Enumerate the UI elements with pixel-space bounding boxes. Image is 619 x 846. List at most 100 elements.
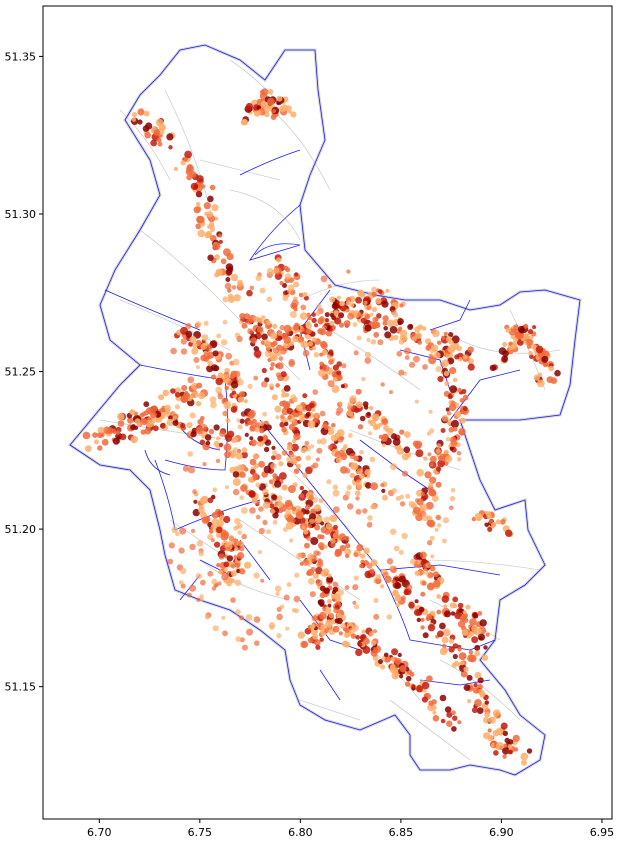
incident-point: [214, 541, 221, 548]
incident-point: [437, 630, 444, 638]
district-border: [399, 349, 451, 391]
incident-point: [409, 361, 416, 368]
incident-point: [452, 653, 458, 660]
incident-point: [275, 372, 282, 378]
incident-point: [455, 411, 462, 418]
incident-point: [325, 330, 333, 337]
incident-point: [205, 344, 213, 352]
incident-point: [145, 122, 153, 130]
incident-point: [406, 584, 413, 591]
incident-point: [127, 417, 134, 424]
incident-point: [450, 439, 458, 447]
incident-point: [101, 438, 109, 446]
incident-point: [220, 532, 229, 541]
incident-point: [471, 636, 479, 644]
incident-point: [279, 472, 287, 480]
incident-point: [419, 551, 427, 559]
incident-point: [329, 313, 335, 318]
incident-point: [439, 647, 448, 656]
incident-point: [507, 749, 513, 755]
incident-point: [364, 313, 371, 320]
incident-point: [216, 532, 222, 538]
incident-point: [174, 392, 181, 398]
district-border: [254, 243, 301, 256]
incident-point: [191, 347, 199, 355]
incident-point: [267, 89, 274, 95]
incident-point: [159, 423, 166, 429]
incident-point: [344, 585, 350, 590]
incident-point: [239, 615, 244, 621]
incident-point: [239, 418, 245, 424]
incident-point: [224, 451, 232, 459]
incident-point: [280, 371, 287, 378]
incident-point: [370, 649, 378, 657]
incident-point: [485, 632, 490, 637]
y-tick-label: 51.15: [5, 681, 37, 694]
incident-point: [337, 436, 344, 443]
incident-point: [347, 312, 355, 320]
incident-point: [328, 359, 334, 365]
incident-point: [371, 306, 377, 312]
incident-point: [416, 563, 422, 569]
incident-point: [502, 342, 508, 347]
incident-point: [325, 523, 333, 530]
incident-point: [443, 604, 448, 609]
incident-point: [170, 411, 176, 417]
incident-point: [285, 401, 290, 406]
incident-point: [304, 542, 310, 549]
incident-point: [115, 430, 121, 435]
incident-point: [336, 617, 343, 625]
incident-point: [500, 519, 506, 525]
incident-point: [489, 364, 497, 372]
incident-point: [245, 614, 253, 621]
incident-point: [309, 591, 316, 598]
incident-point: [228, 296, 235, 303]
incident-point: [223, 561, 230, 568]
incident-point: [368, 631, 375, 637]
incident-point: [407, 324, 414, 330]
incident-point: [527, 329, 534, 335]
incident-point: [225, 434, 233, 442]
incident-point: [145, 419, 154, 428]
incident-point: [434, 527, 439, 532]
street: [299, 699, 361, 721]
incident-point: [502, 730, 508, 737]
incident-point: [236, 569, 241, 574]
incident-point: [484, 711, 491, 718]
incident-point: [329, 296, 336, 303]
incident-point: [330, 434, 338, 442]
incident-point: [257, 550, 262, 555]
incident-point: [366, 305, 372, 311]
incident-point: [399, 501, 406, 507]
incident-point: [228, 535, 234, 541]
incident-point: [337, 312, 345, 319]
incident-point: [266, 345, 271, 351]
incident-point: [225, 417, 231, 423]
incident-point: [276, 362, 284, 370]
incident-point: [467, 363, 475, 371]
incident-point: [265, 320, 271, 326]
incident-point: [255, 514, 261, 520]
incident-point: [272, 109, 277, 114]
incident-point: [218, 239, 223, 244]
incident-point: [356, 335, 362, 341]
incident-point: [179, 567, 187, 575]
incident-point: [180, 348, 188, 355]
incident-point: [238, 545, 245, 552]
incident-point: [183, 392, 191, 400]
incident-point: [371, 640, 377, 646]
incident-point: [187, 376, 195, 384]
incident-point: [350, 415, 355, 420]
incident-point: [257, 435, 264, 442]
incident-point: [340, 623, 346, 629]
incident-point: [97, 445, 103, 451]
incident-point: [329, 320, 335, 326]
incident-point: [218, 233, 222, 238]
incident-point: [170, 347, 177, 355]
incident-point: [290, 394, 297, 400]
incident-point: [338, 631, 343, 636]
incident-point: [222, 630, 228, 637]
incident-point: [429, 476, 437, 484]
incident-point: [212, 487, 217, 493]
incident-point: [284, 273, 292, 280]
